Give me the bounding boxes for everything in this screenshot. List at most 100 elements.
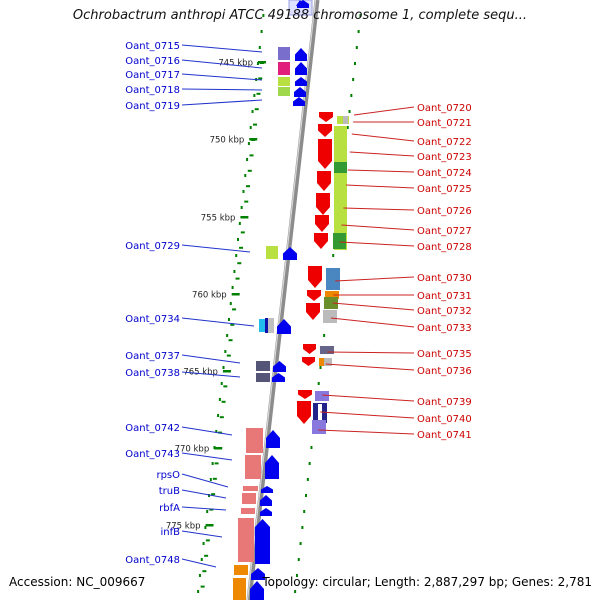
leader-line-reverse [320,411,415,419]
track-dot-right [350,94,353,97]
gene-label-forward: Oant_0734 [125,314,180,325]
track-dot-left [253,94,256,97]
cog-block-reverse [324,358,332,366]
track-dot-left [231,286,234,289]
minor-tick [204,554,209,557]
cog-block-reverse [318,404,322,422]
dotted-track-lines [197,14,362,593]
leader-line-reverse [335,276,415,282]
minor-tick [228,339,233,342]
track-dot-left [262,14,265,17]
minor-tick [225,370,230,372]
scale-tick-label: 755 kbp [201,214,236,224]
gene-label-forward: truB [159,486,180,497]
minor-tick [205,539,210,542]
track-dot-left [237,238,240,241]
scale-tick-label: 760 kbp [192,291,227,301]
leader-line-forward [181,44,263,53]
cog-block-forward [266,246,278,259]
backbone-highlight [246,0,317,600]
gene-label-forward: Oant_0738 [125,368,180,379]
cog-block-reverse [326,268,340,290]
map-title: Ochrobactrum anthropi ATCC 49188 chromos… [72,8,528,23]
gene-label-forward: Oant_0716 [125,56,180,67]
gene-arrow-forward [295,48,307,61]
gene-arrow-reverse [303,344,316,354]
minor-tick [246,185,251,188]
gene-arrow-forward [283,247,297,260]
gene-label-reverse: Oant_0735 [417,349,472,360]
gene-label-reverse: Oant_0730 [417,273,472,284]
minor-tick [207,524,212,526]
gene-arrow-reverse [316,193,330,215]
track-dot-right [359,14,362,17]
minor-tick [221,400,226,403]
gene-arrow-forward [294,87,306,97]
gene-label-forward: Oant_0717 [125,70,180,81]
leader-line-reverse [322,394,415,402]
leader-line-forward [181,426,233,436]
accession-text: Accession: NC_009667 [9,575,146,589]
gene-arrow-forward [293,97,305,106]
cog-block-reverse [323,310,337,323]
leader-line-forward [181,489,227,499]
cog-block-reverse [315,391,329,401]
gene-label-reverse: Oant_0728 [417,242,472,253]
leader-line-reverse [346,184,415,189]
track-dot-left [217,414,220,417]
gene-arrow-reverse [318,139,332,169]
track-dot-left [249,126,252,129]
track-dot-left [224,350,227,353]
gene-label-forward: infB [161,527,181,538]
gene-labels: Oant_0715 Oant_0716 Oant_0717 Oant_0718 Oant… [125,41,471,566]
leader-line-forward [181,99,263,106]
cog-block-reverse [319,358,324,366]
gene-arrow-forward [261,486,273,493]
scale-tick-label: 770 kbp [175,445,210,455]
gene-label-reverse: Oant_0739 [417,397,472,408]
gene-arrow-reverse [297,401,311,424]
cog-block-reverse [324,297,338,309]
gene-arrow-forward [297,0,309,8]
minor-tick [249,154,254,157]
gene-label-reverse: Oant_0721 [417,118,472,129]
minor-tick [252,123,257,126]
gene-arrow-forward [250,581,264,600]
track-dot-left [211,462,214,465]
track-dot-left [206,510,209,513]
gene-arrow-forward [265,455,279,479]
leader-line-forward [181,452,233,461]
leader-line-forward [181,506,227,511]
leader-line-reverse [330,317,415,328]
gene-arrow-reverse [307,290,321,301]
minor-tick [216,447,221,449]
cog-block-forward [265,318,268,333]
minor-tick [247,169,252,172]
gene-label-reverse: Oant_0727 [417,226,472,237]
leader-line-forward [181,558,217,568]
track-dot-left [202,542,205,545]
track-dot-left [209,478,212,481]
gene-arrow-forward [266,430,280,448]
track-dot-right [305,494,308,497]
cog-block-forward [256,373,270,382]
cog-block-reverse [334,162,347,173]
topology-text: Topology: circular; Length: 2,887,297 bp… [262,575,592,589]
track-dot-right [299,542,302,545]
track-dot-left [220,382,223,385]
minor-tick [256,92,261,95]
leader-line-reverse [332,302,415,311]
minor-tick [226,354,231,357]
leader-line-forward [181,73,263,81]
track-dot-left [226,334,229,337]
gene-label-forward: Oant_0719 [125,101,180,112]
minor-tick [214,462,219,465]
cog-block-reverse [312,420,326,434]
gene-label-forward: Oant_0715 [125,41,180,52]
label-leader-lines [181,44,415,568]
minor-tick [223,385,228,388]
gene-label-forward: rbfA [159,503,180,514]
minor-tick [244,200,249,203]
leader-line-forward [181,371,241,378]
cog-block-reverse [333,233,346,249]
